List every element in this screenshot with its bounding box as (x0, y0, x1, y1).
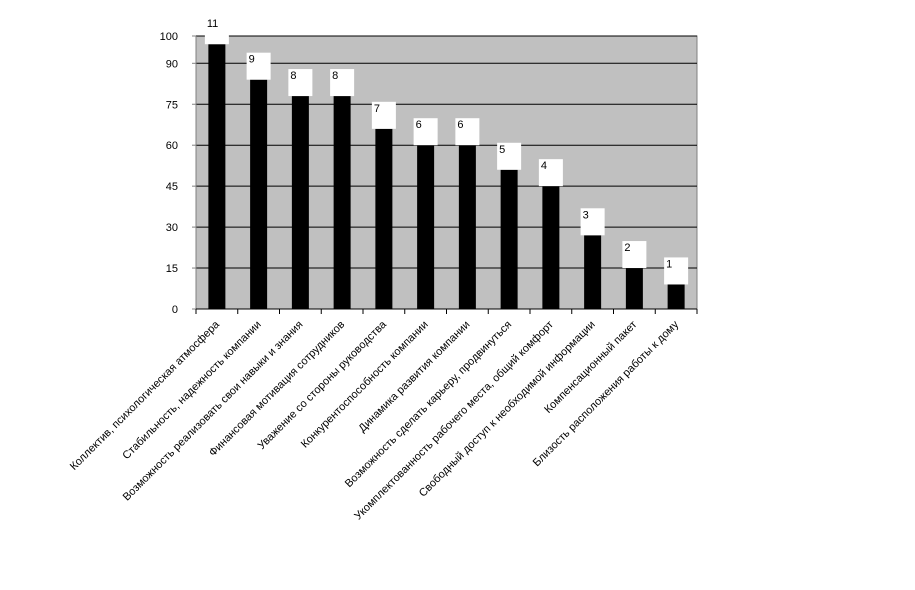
data-label-box (664, 257, 689, 285)
data-label: 7 (374, 103, 380, 115)
category-label: Коллектив, психологическая атмосфера (68, 318, 223, 473)
y-tick-label: 15 (166, 263, 178, 275)
data-label: 3 (583, 209, 589, 221)
data-label: 2 (624, 242, 630, 254)
data-label: 9 (249, 54, 255, 66)
bar (667, 284, 685, 309)
y-tick-label: 90 (166, 58, 178, 70)
y-tick-label: 0 (172, 304, 178, 316)
data-label: 5 (499, 144, 505, 156)
gridlines (196, 35, 697, 269)
data-label-box (538, 159, 563, 187)
category-labels: Коллектив, психологическая атмосфераСтаб… (68, 318, 682, 522)
bar (375, 128, 393, 309)
data-label: 8 (332, 70, 338, 82)
y-tick-label: 30 (166, 222, 178, 234)
bar (458, 145, 476, 309)
y-tick-label: 60 (166, 140, 178, 152)
bar (291, 96, 309, 309)
data-label-box (330, 69, 355, 97)
y-tick-label: 75 (166, 99, 178, 111)
category-label: Возможность реализовать свои навыки и зн… (121, 319, 306, 504)
data-label-box (580, 208, 605, 236)
data-label: 11 (207, 18, 218, 30)
data-label-box (288, 69, 313, 97)
bar (584, 235, 602, 309)
y-tick-label: 45 (166, 181, 178, 193)
bar (500, 169, 518, 309)
data-label: 4 (541, 160, 547, 172)
y-tick-label: 100 (160, 31, 178, 43)
bar (208, 44, 226, 309)
y-tick-labels: 0 15 30 45 60 75 90 100 (160, 31, 178, 316)
bar (417, 145, 435, 309)
data-label: 6 (457, 119, 463, 131)
category-label: Близость расположения работы к дому (531, 318, 682, 469)
data-label-box (622, 241, 647, 269)
data-label-box (455, 118, 480, 146)
data-label: 6 (416, 119, 422, 131)
data-label-box (204, 17, 229, 45)
bar (250, 79, 268, 310)
bar (625, 268, 643, 309)
data-label-box (371, 101, 396, 129)
bar (542, 186, 560, 309)
data-labels: 11 9 8 8 7 6 6 5 4 3 2 1 (204, 17, 689, 285)
data-label-box (413, 118, 438, 146)
axes (192, 35, 698, 314)
data-label: 1 (666, 258, 672, 270)
data-label-box (246, 52, 271, 80)
data-label: 8 (290, 70, 296, 82)
data-label-box (497, 142, 522, 170)
bars (208, 44, 685, 310)
category-label: Укомплектованность рабочего места, общий… (352, 319, 556, 523)
plot-area (195, 35, 698, 310)
bar (333, 96, 351, 309)
